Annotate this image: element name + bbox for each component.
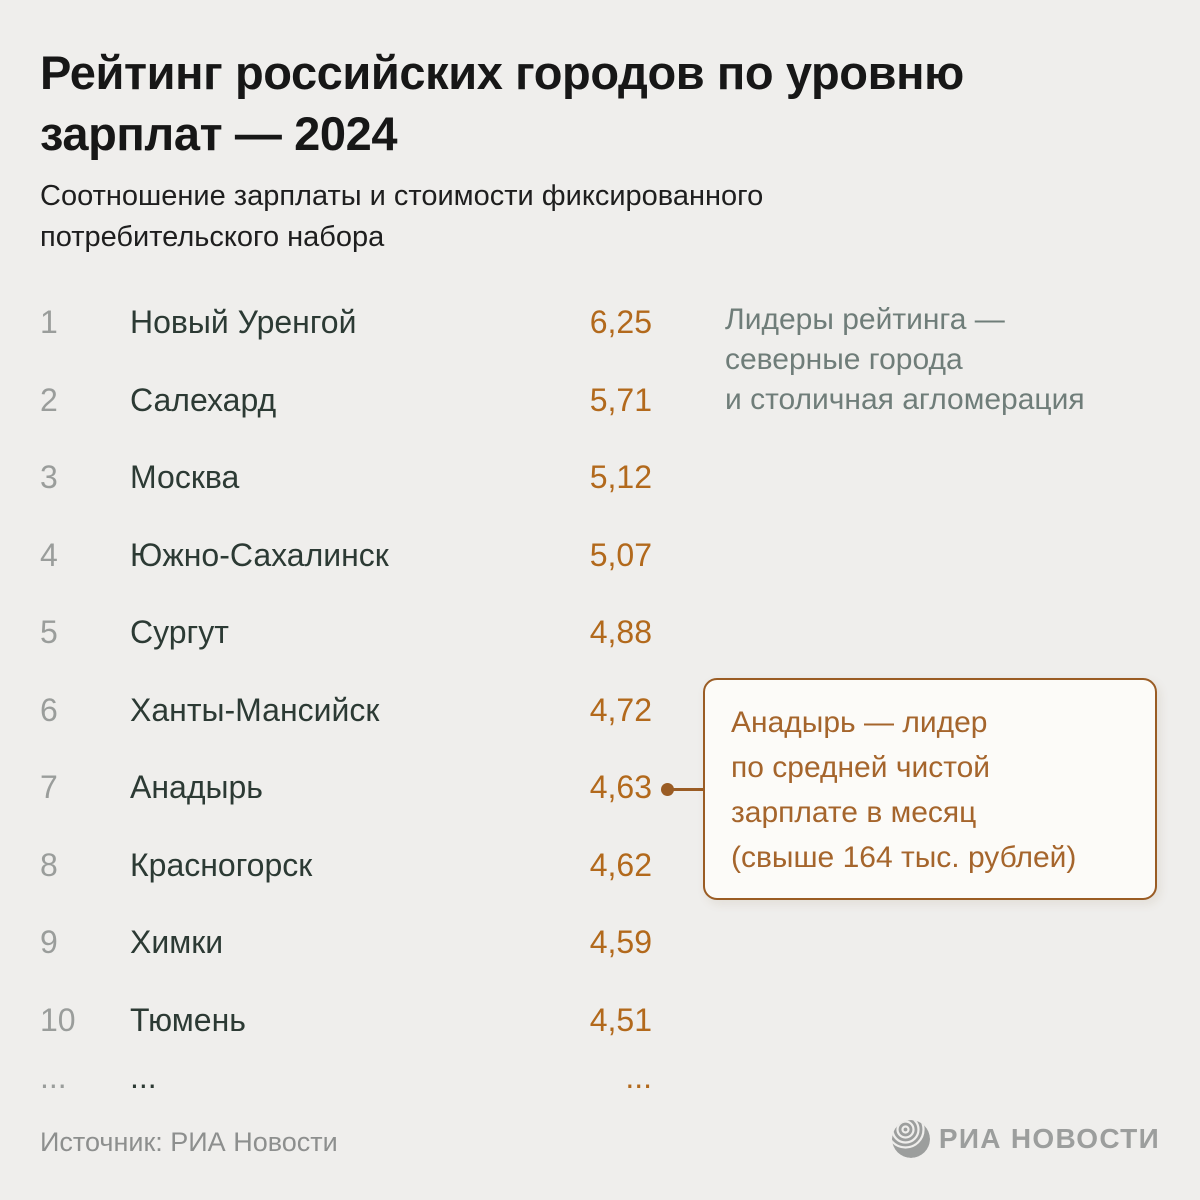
table-row: 6 Ханты-Мансийск 4,72 (40, 672, 652, 750)
rank-cell: 6 (40, 691, 58, 728)
rank-cell: 3 (40, 459, 58, 496)
ria-globe-icon (891, 1120, 930, 1158)
value-cell: 4,72 (589, 691, 652, 728)
table-row: 2 Салехард 5,71 (40, 362, 652, 440)
rank-cell: 5 (40, 614, 58, 651)
ranking-table: 1 Новый Уренгой 6,25 2 Салехард 5,71 3 М… (40, 284, 652, 1099)
city-cell: Красногорск (130, 846, 313, 883)
city-cell: Южно-Сахалинск (130, 536, 389, 573)
table-row: 8 Красногорск 4,62 (40, 827, 652, 905)
table-row: 5 Сургут 4,88 (40, 594, 652, 672)
page-subtitle: Соотношение зарплаты и стоимости фиксиро… (40, 180, 764, 253)
city-cell: ... (130, 1059, 157, 1095)
value-cell: 5,12 (589, 459, 652, 496)
rank-cell: 8 (40, 846, 58, 883)
callout-connector-dot (661, 783, 674, 796)
rank-cell: 10 (40, 1001, 76, 1038)
city-cell: Анадырь (130, 769, 263, 806)
city-cell: Ханты-Мансийск (130, 691, 380, 728)
value-cell: ... (625, 1059, 652, 1095)
brand-name: РИА НОВОСТИ (938, 1123, 1160, 1154)
ria-novosti-logo: РИА НОВОСТИ (891, 1120, 1160, 1158)
table-row: 9 Химки 4,59 (40, 904, 652, 982)
rank-cell: 1 (40, 304, 58, 341)
value-cell: 4,63 (589, 769, 652, 806)
rank-cell: 9 (40, 924, 58, 961)
rank-cell: ... (40, 1059, 67, 1095)
value-cell: 6,25 (589, 304, 652, 341)
table-row: 3 Москва 5,12 (40, 439, 652, 517)
city-cell: Салехард (130, 381, 277, 418)
table-row-ellipsis: ... ... ... (40, 1059, 652, 1099)
city-cell: Тюмень (130, 1001, 246, 1038)
source-note: Источник: РИА Новости (40, 1127, 338, 1157)
page-title: Рейтинг российских городов по уровню зар… (40, 46, 964, 160)
leaders-note: Лидеры рейтинга — северные города и стол… (725, 303, 1085, 416)
rank-cell: 4 (40, 536, 58, 573)
value-cell: 4,59 (589, 924, 652, 961)
value-cell: 4,62 (589, 846, 652, 883)
rank-cell: 7 (40, 769, 58, 806)
rank-cell: 2 (40, 381, 58, 418)
table-row: 4 Южно-Сахалинск 5,07 (40, 517, 652, 595)
anadyr-callout: Анадырь — лидер по средней чистой зарпла… (703, 678, 1157, 900)
city-cell: Химки (130, 924, 224, 961)
table-row: 10 Тюмень 4,51 (40, 982, 652, 1060)
city-cell: Москва (130, 459, 240, 496)
value-cell: 4,88 (589, 614, 652, 651)
value-cell: 4,51 (589, 1001, 652, 1038)
table-row: 7 Анадырь 4,63 (40, 749, 652, 827)
table-row: 1 Новый Уренгой 6,25 (40, 284, 652, 362)
city-cell: Новый Уренгой (130, 304, 357, 341)
city-cell: Сургут (130, 614, 229, 651)
value-cell: 5,07 (589, 536, 652, 573)
callout-connector-line (670, 788, 704, 791)
value-cell: 5,71 (589, 381, 652, 418)
